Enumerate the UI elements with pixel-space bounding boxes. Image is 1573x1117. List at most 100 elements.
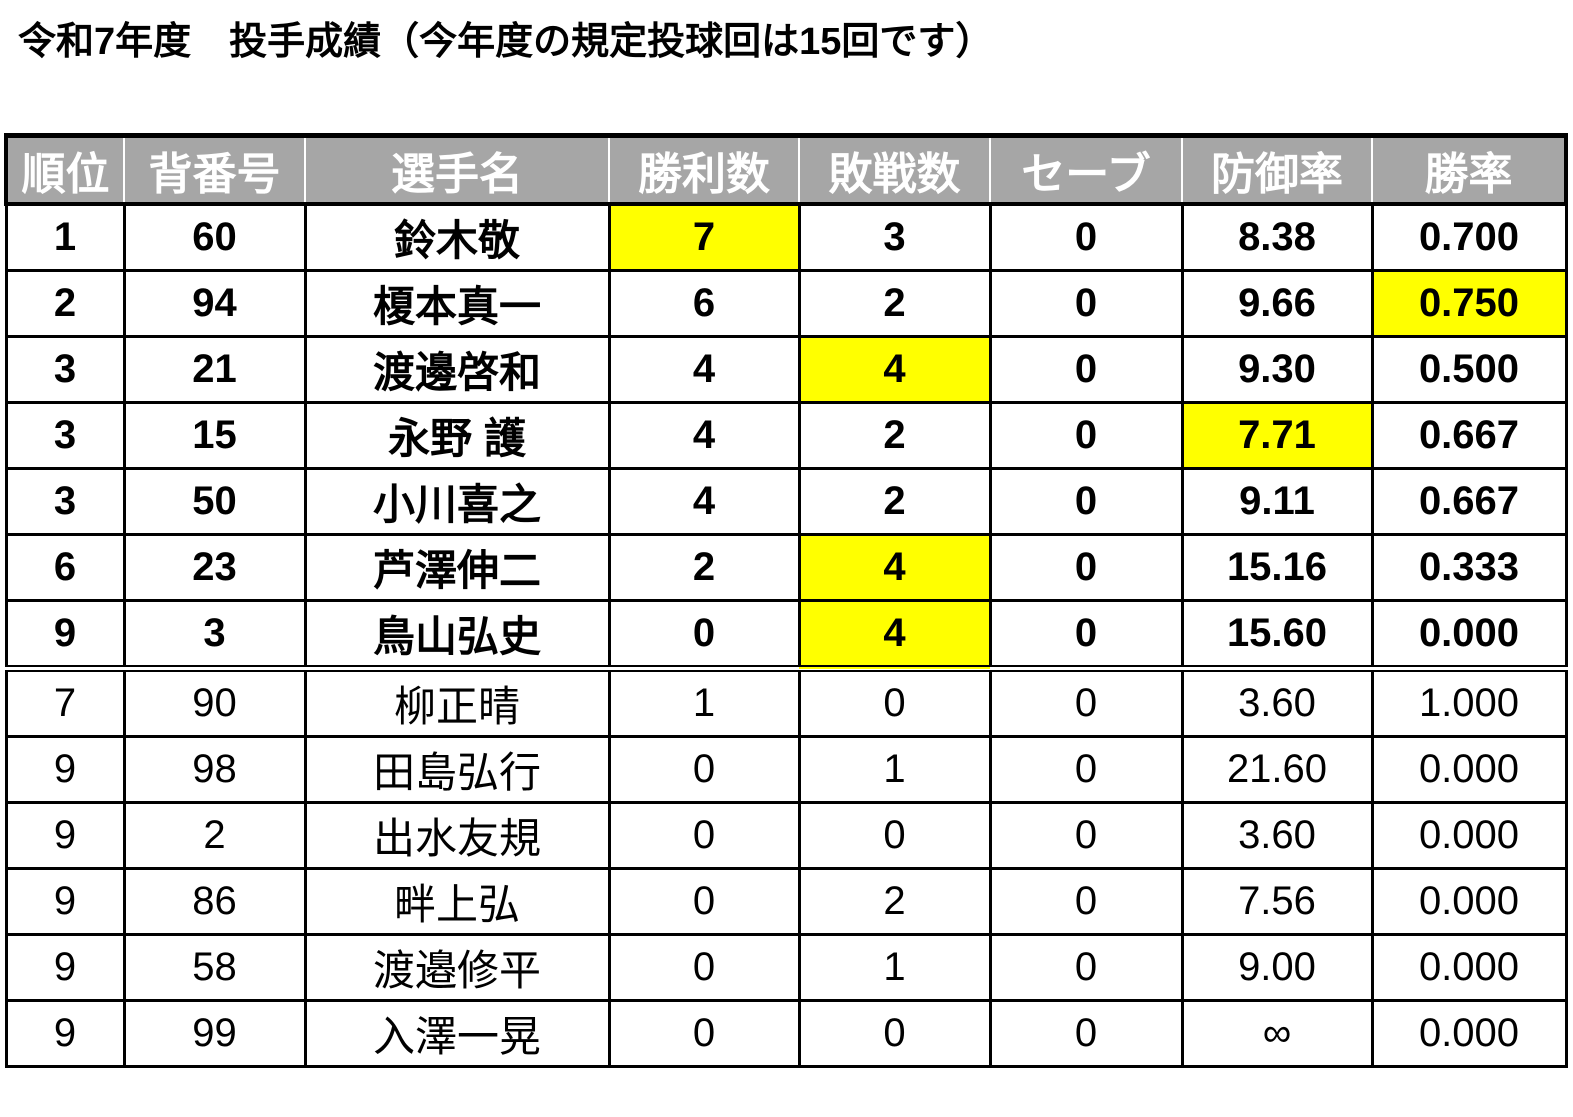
cell-losses: 4: [797, 533, 992, 602]
cell-era: 15.16: [1180, 533, 1374, 602]
cell-losses: 0: [797, 999, 992, 1068]
cell-pct: 0.667: [1370, 467, 1568, 536]
cell-name: 鈴木敬: [303, 202, 611, 272]
cell-name: 永野 護: [303, 401, 611, 470]
cell-pct: 0.500: [1370, 335, 1568, 404]
table-row: 9 58 渡邉修平 0 1 0 9.00 0.000: [4, 933, 1568, 1002]
cell-era: 3.60: [1180, 801, 1374, 870]
cell-name: 小川喜之: [303, 467, 611, 536]
cell-era: 9.30: [1180, 335, 1374, 404]
cell-saves: 0: [988, 533, 1184, 602]
cell-rank: 6: [4, 533, 126, 602]
cell-losses: 2: [797, 867, 992, 936]
cell-losses: 1: [797, 735, 992, 804]
column-header-era: 防御率: [1181, 133, 1373, 206]
cell-saves: 0: [988, 999, 1184, 1068]
cell-saves: 0: [988, 867, 1184, 936]
cell-rank: 7: [4, 667, 126, 738]
cell-name: 入澤一晃: [303, 999, 611, 1068]
table-row: 6 23 芦澤伸二 2 4 0 15.16 0.333: [4, 533, 1568, 602]
cell-losses: 0: [797, 667, 992, 738]
cell-era: 9.11: [1180, 467, 1374, 536]
table-row: 9 86 畔上弘 0 2 0 7.56 0.000: [4, 867, 1568, 936]
cell-name: 柳正晴: [303, 667, 611, 738]
cell-era: 7.56: [1180, 867, 1374, 936]
cell-losses: 1: [797, 933, 992, 1002]
cell-losses: 0: [797, 801, 992, 870]
cell-era: 9.00: [1180, 933, 1374, 1002]
cell-losses: 3: [797, 202, 992, 272]
table-row: 2 94 榎本真一 6 2 0 9.66 0.750: [4, 269, 1568, 338]
cell-name: 渡邉修平: [303, 933, 611, 1002]
table-row: 9 98 田島弘行 0 1 0 21.60 0.000: [4, 735, 1568, 804]
cell-wins: 1: [607, 667, 801, 738]
cell-pct: 0.000: [1370, 801, 1568, 870]
cell-number: 86: [122, 867, 307, 936]
pitching-stats-table: 順位 背番号 選手名 勝利数 敗戦数 セーブ 防御率 勝率 1 60 鈴木敬 7 3 0 8.38 0.70…: [4, 133, 1568, 1068]
cell-number: 94: [122, 269, 307, 338]
cell-pct: 0.000: [1370, 933, 1568, 1002]
cell-number: 58: [122, 933, 307, 1002]
cell-name: 畔上弘: [303, 867, 611, 936]
column-header-name: 選手名: [304, 133, 610, 206]
column-header-wins: 勝利数: [608, 133, 800, 206]
cell-rank: 9: [4, 801, 126, 870]
cell-name: 渡邊啓和: [303, 335, 611, 404]
cell-rank: 9: [4, 735, 126, 804]
cell-wins: 4: [607, 335, 801, 404]
table-row: 3 15 永野 護 4 2 0 7.71 0.667: [4, 401, 1568, 470]
cell-rank: 9: [4, 999, 126, 1068]
cell-number: 50: [122, 467, 307, 536]
column-header-rank: 順位: [4, 133, 125, 206]
table-row: 1 60 鈴木敬 7 3 0 8.38 0.700: [4, 202, 1568, 272]
cell-wins: 2: [607, 533, 801, 602]
cell-wins: 4: [607, 467, 801, 536]
cell-wins: 0: [607, 599, 801, 672]
cell-rank: 3: [4, 401, 126, 470]
cell-name: 田島弘行: [303, 735, 611, 804]
cell-number: 2: [122, 801, 307, 870]
table-row: 7 90 柳正晴 1 0 0 3.60 1.000: [4, 667, 1568, 738]
cell-pct: 1.000: [1370, 667, 1568, 738]
cell-name: 芦澤伸二: [303, 533, 611, 602]
cell-pct: 0.000: [1370, 599, 1568, 672]
cell-losses: 2: [797, 269, 992, 338]
cell-rank: 9: [4, 599, 126, 672]
cell-pct: 0.700: [1370, 202, 1568, 272]
cell-number: 3: [122, 599, 307, 672]
cell-wins: 0: [607, 735, 801, 804]
table-row: 9 2 出水友規 0 0 0 3.60 0.000: [4, 801, 1568, 870]
cell-pct: 0.000: [1370, 867, 1568, 936]
cell-pct: 0.000: [1370, 999, 1568, 1068]
cell-saves: 0: [988, 801, 1184, 870]
cell-losses: 4: [797, 335, 992, 404]
cell-saves: 0: [988, 202, 1184, 272]
table-row: 9 3 鳥山弘史 0 4 0 15.60 0.000: [4, 599, 1568, 672]
cell-wins: 7: [607, 202, 801, 272]
table-row: 3 50 小川喜之 4 2 0 9.11 0.667: [4, 467, 1568, 536]
cell-wins: 0: [607, 801, 801, 870]
cell-era: 8.38: [1180, 202, 1374, 272]
cell-saves: 0: [988, 401, 1184, 470]
cell-number: 60: [122, 202, 307, 272]
cell-pct: 0.750: [1370, 269, 1568, 338]
cell-era: 21.60: [1180, 735, 1374, 804]
cell-rank: 3: [4, 335, 126, 404]
cell-losses: 2: [797, 401, 992, 470]
cell-wins: 0: [607, 933, 801, 1002]
cell-losses: 2: [797, 467, 992, 536]
cell-losses: 4: [797, 599, 992, 672]
table-row: 3 21 渡邊啓和 4 4 0 9.30 0.500: [4, 335, 1568, 404]
cell-pct: 0.000: [1370, 735, 1568, 804]
cell-era: ∞: [1180, 999, 1374, 1068]
cell-pct: 0.333: [1370, 533, 1568, 602]
cell-rank: 2: [4, 269, 126, 338]
cell-number: 23: [122, 533, 307, 602]
column-header-saves: セーブ: [989, 133, 1183, 206]
cell-rank: 1: [4, 202, 126, 272]
cell-number: 21: [122, 335, 307, 404]
cell-saves: 0: [988, 667, 1184, 738]
table-row: 9 99 入澤一晃 0 0 0 ∞ 0.000: [4, 999, 1568, 1068]
cell-rank: 9: [4, 867, 126, 936]
cell-wins: 0: [607, 999, 801, 1068]
